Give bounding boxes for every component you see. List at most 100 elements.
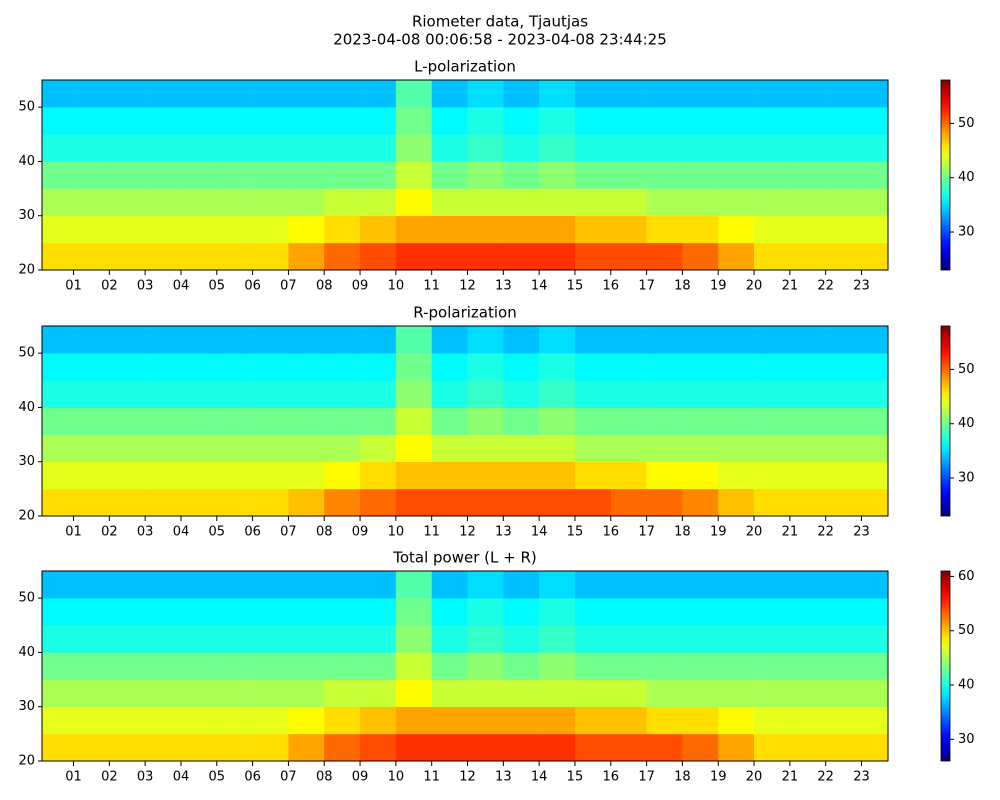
heatmap-cell [539, 461, 576, 490]
heatmap-cell [145, 215, 182, 244]
heatmap-cell [288, 107, 325, 135]
x-tick-label: 09 [352, 525, 369, 540]
heatmap-cell [360, 242, 397, 271]
heatmap-cell [395, 598, 432, 626]
heatmap-cell [682, 326, 719, 354]
heatmap-cell [503, 242, 540, 271]
plot-frame [41, 79, 889, 271]
heatmap-cell [360, 706, 397, 735]
heatmap-cell [754, 161, 791, 189]
colorbar-tick-label: 50 [958, 362, 975, 377]
heatmap-cell [252, 215, 289, 244]
heatmap-cell [180, 161, 218, 189]
heatmap-cell [109, 353, 146, 381]
heatmap-cell [574, 407, 612, 435]
heatmap-cell [109, 434, 146, 463]
heatmap-cell [789, 679, 826, 708]
heatmap-cell [395, 652, 432, 680]
heatmap-cell [718, 733, 755, 762]
heatmap-cell [503, 598, 540, 626]
heatmap-cell [42, 215, 74, 244]
heatmap-cell [574, 326, 612, 354]
heatmap-cell [861, 652, 889, 680]
heatmap-cell [288, 679, 325, 708]
heatmap-cell [539, 188, 576, 217]
heatmap-cell [754, 242, 791, 271]
x-tick-label: 20 [746, 525, 763, 540]
heatmap-cell [825, 706, 862, 735]
heatmap-cell [682, 407, 719, 435]
heatmap-cell [610, 679, 647, 708]
x-tick-label: 16 [603, 279, 620, 294]
heatmap-cell [42, 188, 74, 217]
heatmap-cell [431, 679, 468, 708]
heatmap-cell [73, 679, 110, 708]
heatmap-cell [610, 188, 647, 217]
heatmap-cell [646, 326, 683, 354]
heatmap-cell [574, 488, 612, 517]
heatmap-cell [682, 188, 719, 217]
heatmap-cell [646, 679, 683, 708]
x-tick-label: 03 [137, 525, 154, 540]
heatmap-cell [180, 625, 218, 653]
heatmap-cell [324, 242, 361, 271]
heatmap-cell [252, 188, 289, 217]
heatmap-cell [789, 706, 826, 735]
heatmap-cell [861, 215, 889, 244]
heatmap-cell [718, 215, 755, 244]
heatmap-cell [825, 242, 862, 271]
heatmap-cell [503, 679, 540, 708]
heatmap-cell [682, 652, 719, 680]
heatmap-cell [467, 461, 504, 490]
heatmap-cell [610, 706, 647, 735]
heatmap-cell [574, 134, 612, 162]
heatmap-cell [395, 215, 432, 244]
heatmap-cell [467, 706, 504, 735]
heatmap-cell [718, 571, 755, 599]
heatmap-cell [467, 434, 504, 463]
x-tick-label: 19 [710, 525, 727, 540]
heatmap-cell [825, 598, 862, 626]
x-tick-label: 20 [746, 279, 763, 294]
colorbar-tick-label: 50 [958, 623, 975, 638]
heatmap-cell [718, 380, 755, 408]
heatmap-cell [42, 679, 74, 708]
heatmap-cell [145, 571, 182, 599]
heatmap-cell [503, 380, 540, 408]
heatmap-cell [42, 353, 74, 381]
heatmap-cell [109, 706, 146, 735]
heatmap-cell [646, 134, 683, 162]
heatmap-cell [324, 733, 361, 762]
plot-frame [41, 325, 889, 517]
x-tick-label: 23 [853, 279, 870, 294]
heatmap-cell [145, 706, 182, 735]
heatmap-cell [718, 80, 755, 108]
heatmap-cell [216, 679, 253, 708]
heatmap-cell [42, 107, 74, 135]
heatmap-cell [539, 326, 576, 354]
heatmap-cell [431, 733, 468, 762]
heatmap-cell [216, 706, 253, 735]
heatmap-cell [216, 598, 253, 626]
heatmap-cell [324, 134, 361, 162]
heatmap-cell [467, 679, 504, 708]
heatmap-cell [431, 242, 468, 271]
x-tick-label: 13 [495, 525, 512, 540]
heatmap-cell [42, 461, 74, 490]
heatmap-cell [467, 488, 504, 517]
x-tick-label: 04 [173, 525, 190, 540]
heatmap-cell [789, 242, 826, 271]
x-tick-label: 14 [531, 279, 548, 294]
heatmap-cell [646, 161, 683, 189]
heatmap-cell [360, 215, 397, 244]
heatmap-cell [180, 353, 218, 381]
figure-title: Riometer data, Tjautjas [412, 13, 588, 31]
heatmap-cell [789, 598, 826, 626]
heatmap-cell [789, 161, 826, 189]
x-tick-label: 22 [817, 770, 834, 785]
heatmap-cell [503, 80, 540, 108]
heatmap-cell [109, 679, 146, 708]
heatmap-cell [646, 652, 683, 680]
heatmap-cell [467, 242, 504, 271]
heatmap-cell [574, 380, 612, 408]
